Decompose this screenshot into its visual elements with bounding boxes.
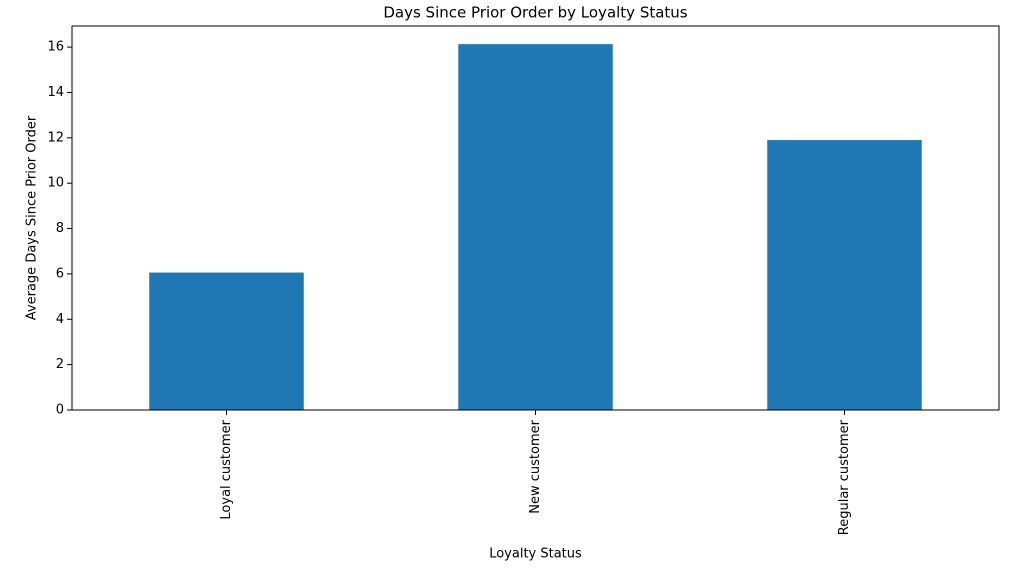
- plot-frame: [71, 25, 1000, 411]
- y-tick-label: 6: [56, 266, 64, 281]
- x-tick-label: New customer: [528, 419, 543, 513]
- bar: [149, 272, 304, 410]
- y-tick-label: 12: [47, 130, 64, 145]
- y-tick-label: 4: [56, 312, 64, 327]
- y-tick-label: 10: [47, 176, 64, 191]
- x-tick-label: Loyal customer: [219, 419, 234, 519]
- x-axis-label: Loyalty Status: [489, 547, 582, 562]
- y-tick-label: 8: [56, 221, 64, 236]
- y-tick-label: 14: [47, 85, 64, 100]
- y-axis-label: Average Days Since Prior Order: [25, 115, 40, 320]
- y-tick-label: 2: [56, 357, 64, 372]
- bar: [458, 44, 613, 411]
- chart-title: Days Since Prior Order by Loyalty Status: [383, 4, 687, 22]
- y-tick-label: 0: [56, 403, 64, 418]
- y-tick-label: 16: [47, 40, 64, 55]
- bar: [767, 140, 922, 410]
- x-tick-label: Regular customer: [837, 419, 852, 535]
